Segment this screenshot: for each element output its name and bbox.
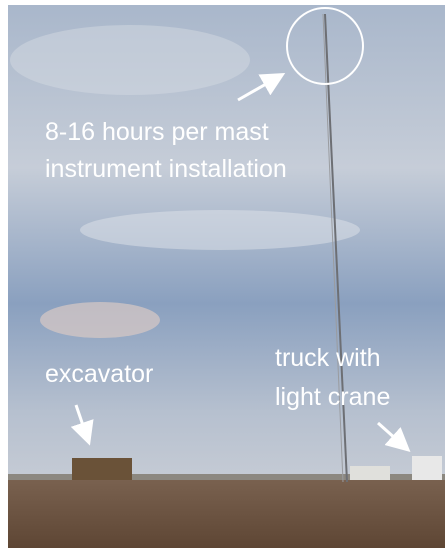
annotation: instrument installation	[45, 155, 287, 183]
annotation: 8-16 hours per mast	[45, 118, 269, 146]
truck	[412, 456, 442, 480]
cloud	[40, 302, 160, 338]
cloud	[80, 210, 360, 250]
cloud	[10, 25, 250, 95]
excavator	[72, 458, 132, 480]
annotation: excavator	[45, 360, 153, 388]
annotation: light crane	[275, 383, 390, 411]
photo: 8-16 hours per mast instrument installat…	[0, 0, 445, 548]
annotation: truck with	[275, 344, 381, 372]
ground	[8, 478, 445, 548]
trailer	[350, 466, 390, 480]
